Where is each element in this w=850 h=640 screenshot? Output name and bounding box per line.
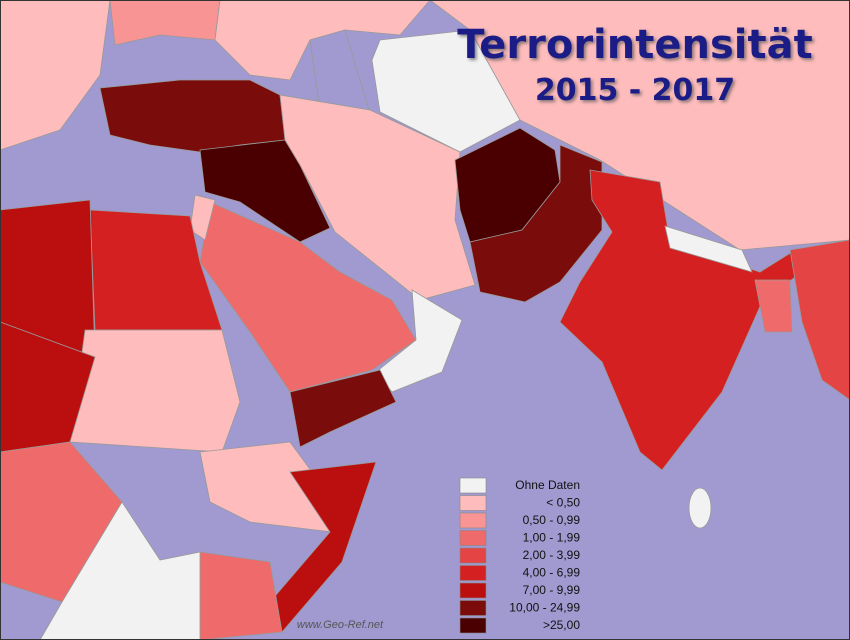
legend-swatch — [459, 565, 487, 581]
legend-swatch — [459, 547, 487, 564]
legend-swatch — [459, 617, 487, 634]
legend-label: 7,00 - 9,99 — [523, 583, 581, 597]
legend-swatch — [459, 600, 487, 616]
legend: Ohne Daten < 0,50 0,50 - 0,99 1,00 - 1,99 2,… — [459, 477, 581, 634]
legend-label: 0,50 - 0,99 — [523, 513, 581, 527]
watermark: www.Geo-Ref.net — [297, 619, 384, 631]
legend-label: 10,00 - 24,99 — [509, 601, 580, 615]
legend-swatch — [459, 530, 487, 546]
legend-label: 1,00 - 1,99 — [523, 531, 581, 545]
legend-swatch — [459, 512, 487, 529]
legend-swatch — [459, 477, 487, 494]
legend-label: < 0,50 — [546, 496, 580, 510]
title: Terrorintensität — [457, 22, 812, 68]
legend-swatch — [459, 495, 487, 511]
legend-label: Ohne Daten — [515, 478, 580, 492]
legend-swatch — [459, 582, 487, 599]
legend-label: >25,00 — [543, 618, 580, 632]
legend-label: 4,00 - 6,99 — [523, 566, 581, 580]
legend-label: 2,00 - 3,99 — [523, 548, 581, 562]
subtitle: 2015 - 2017 — [535, 73, 735, 108]
